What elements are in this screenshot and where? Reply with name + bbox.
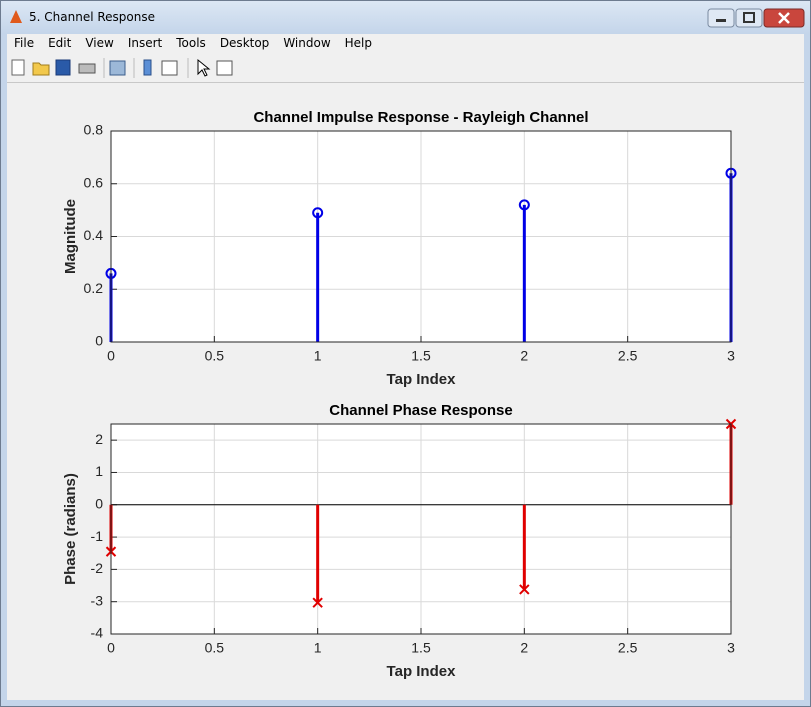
chart-title: Channel Phase Response — [329, 402, 512, 419]
x-tick-label: 0.5 — [205, 348, 225, 364]
plot-tools-icon[interactable] — [216, 60, 233, 76]
x-tick-label: 3 — [727, 348, 735, 364]
figure-canvas: 0 0.5 1 1.5 2 2.5 3 0 0.2 0.4 0.6 0.8 Channel Impuls… — [62, 109, 737, 680]
menu-item[interactable]: File — [14, 36, 35, 50]
y-tick-label: 0 — [95, 495, 103, 511]
menu-item[interactable]: Window — [283, 36, 331, 50]
x-tick-label: 1 — [314, 348, 322, 364]
stem-marker — [312, 207, 324, 219]
new-icon[interactable] — [11, 59, 25, 76]
stem-marker — [518, 199, 530, 211]
figure: 0 0.5 1 1.5 2 2.5 3 0 0.2 0.4 0.6 0.8 Channel Impuls… — [7, 83, 804, 700]
y-tick-label: 0.6 — [84, 174, 104, 190]
x-tick-label: 2 — [520, 348, 528, 364]
save-icon[interactable] — [55, 59, 71, 76]
menu-item[interactable]: Desktop — [219, 36, 270, 50]
y-axis-label: Phase (radians) — [62, 473, 79, 585]
print-icon[interactable] — [78, 63, 96, 74]
toolbar — [7, 54, 804, 83]
stem-marker — [312, 597, 323, 608]
y-tick-label: -3 — [91, 592, 104, 608]
axes-box — [110, 130, 732, 343]
y-tick-label: 0.8 — [84, 122, 104, 138]
maximize-button[interactable] — [735, 8, 763, 28]
y-tick-label: -2 — [91, 560, 104, 576]
minimize-button[interactable] — [707, 8, 735, 28]
x-tick-label: 2.5 — [618, 640, 638, 656]
x-axis-label: Tap Index — [387, 663, 457, 680]
y-tick-label: 0.2 — [84, 280, 104, 296]
menu-item[interactable]: View — [85, 36, 114, 50]
y-tick-label: 0 — [95, 333, 103, 349]
chart-title: Channel Impulse Response - Rayleigh Chan… — [253, 109, 588, 126]
x-tick-label: 2.5 — [618, 348, 638, 364]
y-tick-label: 0.4 — [84, 227, 104, 243]
stem-marker — [519, 584, 530, 595]
minimize-glyph — [716, 19, 726, 22]
title-bar-graphics — [10, 8, 805, 28]
x-tick-label: 0.5 — [205, 640, 225, 656]
x-tick-label: 1 — [314, 640, 322, 656]
pointer-icon[interactable] — [197, 58, 211, 77]
link-icon[interactable] — [109, 60, 126, 76]
menu-bar: File Edit View Insert Tools Desktop Window Help — [7, 34, 804, 54]
menu-item[interactable]: Insert — [127, 36, 163, 50]
maximize-glyph — [743, 12, 755, 23]
x-tick-label: 3 — [727, 640, 735, 656]
x-tick-label: 1.5 — [411, 348, 431, 364]
y-tick-label: 2 — [95, 431, 103, 447]
menu-item[interactable]: Tools — [176, 36, 206, 50]
y-axis-label: Magnitude — [62, 199, 79, 274]
axes-box — [110, 423, 732, 635]
close-glyph — [778, 12, 790, 24]
toolbar-icons — [11, 58, 233, 78]
x-tick-label: 2 — [520, 640, 528, 656]
x-axis-label: Tap Index — [387, 371, 457, 388]
legend-icon[interactable] — [161, 60, 178, 76]
y-tick-label: -1 — [91, 528, 104, 544]
title-bar: 5. Channel Response — [1, 1, 810, 34]
window-title: 5. Channel Response — [29, 10, 155, 24]
menu-item[interactable]: Help — [344, 36, 372, 50]
y-tick-label: -4 — [91, 625, 104, 641]
open-icon[interactable] — [32, 62, 50, 76]
colorbar-icon[interactable] — [143, 59, 152, 76]
x-tick-label: 0 — [107, 348, 115, 364]
x-tick-label: 0 — [107, 640, 115, 656]
y-tick-label: 1 — [95, 463, 103, 479]
menu-item[interactable]: Edit — [48, 36, 72, 50]
app-icon — [10, 10, 22, 23]
x-tick-label: 1.5 — [411, 640, 431, 656]
